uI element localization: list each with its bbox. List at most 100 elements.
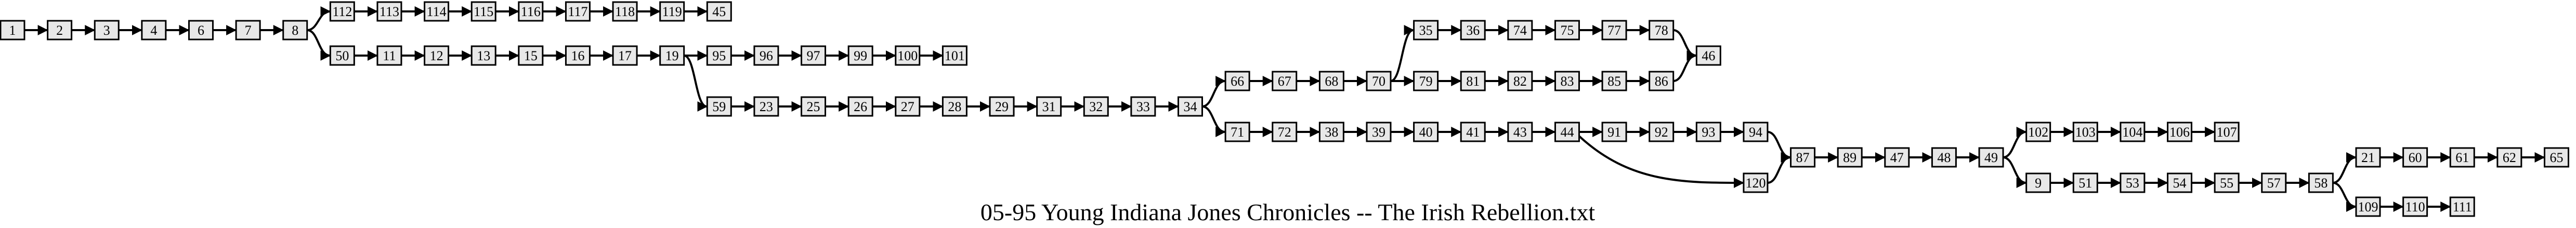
- node-114: 114: [424, 1, 450, 22]
- edge-120-87: [1767, 152, 1792, 184]
- node-79: 79: [1413, 71, 1439, 91]
- node-box: [989, 96, 1015, 117]
- node-box: [376, 1, 402, 22]
- node-78: 78: [1649, 20, 1675, 41]
- node-label: 27: [901, 99, 914, 114]
- node-label: 117: [568, 4, 587, 19]
- edge-49-9: [2003, 156, 2027, 188]
- node-61: 61: [2449, 147, 2475, 168]
- node-box: [659, 1, 685, 22]
- node-box: [942, 96, 967, 117]
- node-box: [1272, 71, 1298, 91]
- node-label: 61: [2455, 150, 2469, 165]
- node-box: [2355, 196, 2381, 217]
- node-94: 94: [1743, 122, 1769, 142]
- node-label: 17: [618, 48, 632, 63]
- node-109: 109: [2355, 196, 2381, 217]
- node-box: [659, 45, 685, 66]
- node-box: [1743, 122, 1769, 142]
- node-91: 91: [1601, 122, 1627, 142]
- node-71: 71: [1224, 122, 1250, 142]
- node-box: [2214, 172, 2240, 193]
- node-66: 66: [1224, 71, 1250, 91]
- node-label: 67: [1278, 74, 1291, 89]
- node-label: 29: [995, 99, 1009, 114]
- node-box: [1507, 20, 1533, 41]
- node-label: 95: [712, 48, 726, 63]
- node-95: 95: [706, 45, 732, 66]
- node-box: [1601, 122, 1627, 142]
- node-113: 113: [376, 1, 402, 22]
- node-box: [1601, 71, 1627, 91]
- node-label: 83: [1560, 74, 1574, 89]
- node-60: 60: [2402, 147, 2428, 168]
- node-label: 21: [2361, 150, 2375, 165]
- node-box: [2261, 172, 2287, 193]
- node-label: 79: [1419, 74, 1433, 89]
- node-85: 85: [1601, 71, 1627, 91]
- node-label: 107: [2217, 125, 2237, 140]
- node-97: 97: [801, 45, 827, 66]
- node-57: 57: [2261, 172, 2287, 193]
- node-label: 102: [2028, 125, 2048, 140]
- node-12: 12: [424, 45, 450, 66]
- node-box: [801, 96, 827, 117]
- node-box: [1130, 96, 1156, 117]
- node-box: [565, 45, 591, 66]
- graph-title: 05-95 Young Indiana Jones Chronicles -- …: [980, 199, 1595, 225]
- node-118: 118: [612, 1, 638, 22]
- node-box: [470, 45, 496, 66]
- node-label: 62: [2503, 150, 2516, 165]
- node-box: [612, 1, 638, 22]
- node-box: [1554, 71, 1580, 91]
- node-label: 54: [2173, 176, 2187, 191]
- edge-34-71: [1202, 105, 1226, 137]
- node-label: 78: [1655, 23, 1668, 38]
- node-9: 9: [2025, 172, 2051, 193]
- node-box: [2355, 147, 2381, 168]
- node-label: 39: [1372, 125, 1385, 140]
- node-box: [1460, 71, 1486, 91]
- node-label: 82: [1513, 74, 1527, 89]
- node-label: 103: [2075, 125, 2096, 140]
- edge-78-46: [1673, 29, 1697, 61]
- node-box: [2167, 122, 2193, 142]
- node-box: [329, 45, 355, 66]
- node-label: 106: [2169, 125, 2190, 140]
- node-label: 120: [1745, 176, 1766, 191]
- node-box: [2025, 122, 2051, 142]
- node-label: 74: [1513, 23, 1527, 38]
- node-label: 43: [1513, 125, 1527, 140]
- node-box: [1413, 71, 1439, 91]
- node-26: 26: [847, 96, 873, 117]
- node-box: [847, 45, 873, 66]
- node-box: [706, 45, 732, 66]
- node-119: 119: [659, 1, 685, 22]
- node-label: 2: [56, 23, 63, 38]
- node-box: [424, 1, 450, 22]
- node-label: 6: [198, 23, 204, 38]
- node-box: [2402, 196, 2428, 217]
- node-45: 45: [706, 1, 732, 22]
- node-label: 46: [1702, 48, 1715, 63]
- node-label: 85: [1607, 74, 1621, 89]
- node-54: 54: [2167, 172, 2193, 193]
- node-74: 74: [1507, 20, 1533, 41]
- node-label: 1: [9, 23, 16, 38]
- node-box: [2496, 147, 2522, 168]
- node-label: 101: [945, 48, 965, 63]
- node-23: 23: [753, 96, 779, 117]
- node-89: 89: [1837, 147, 1863, 168]
- node-box: [706, 96, 732, 117]
- edge-layer: [24, 6, 2545, 212]
- node-box: [895, 45, 921, 66]
- node-48: 48: [1931, 147, 1957, 168]
- node-box: [2214, 122, 2240, 142]
- node-label: 113: [380, 4, 399, 19]
- node-box: [1649, 20, 1675, 41]
- node-label: 53: [2126, 176, 2139, 191]
- node-label: 72: [1278, 125, 1291, 140]
- node-83: 83: [1554, 71, 1580, 91]
- node-box: [1272, 122, 1298, 142]
